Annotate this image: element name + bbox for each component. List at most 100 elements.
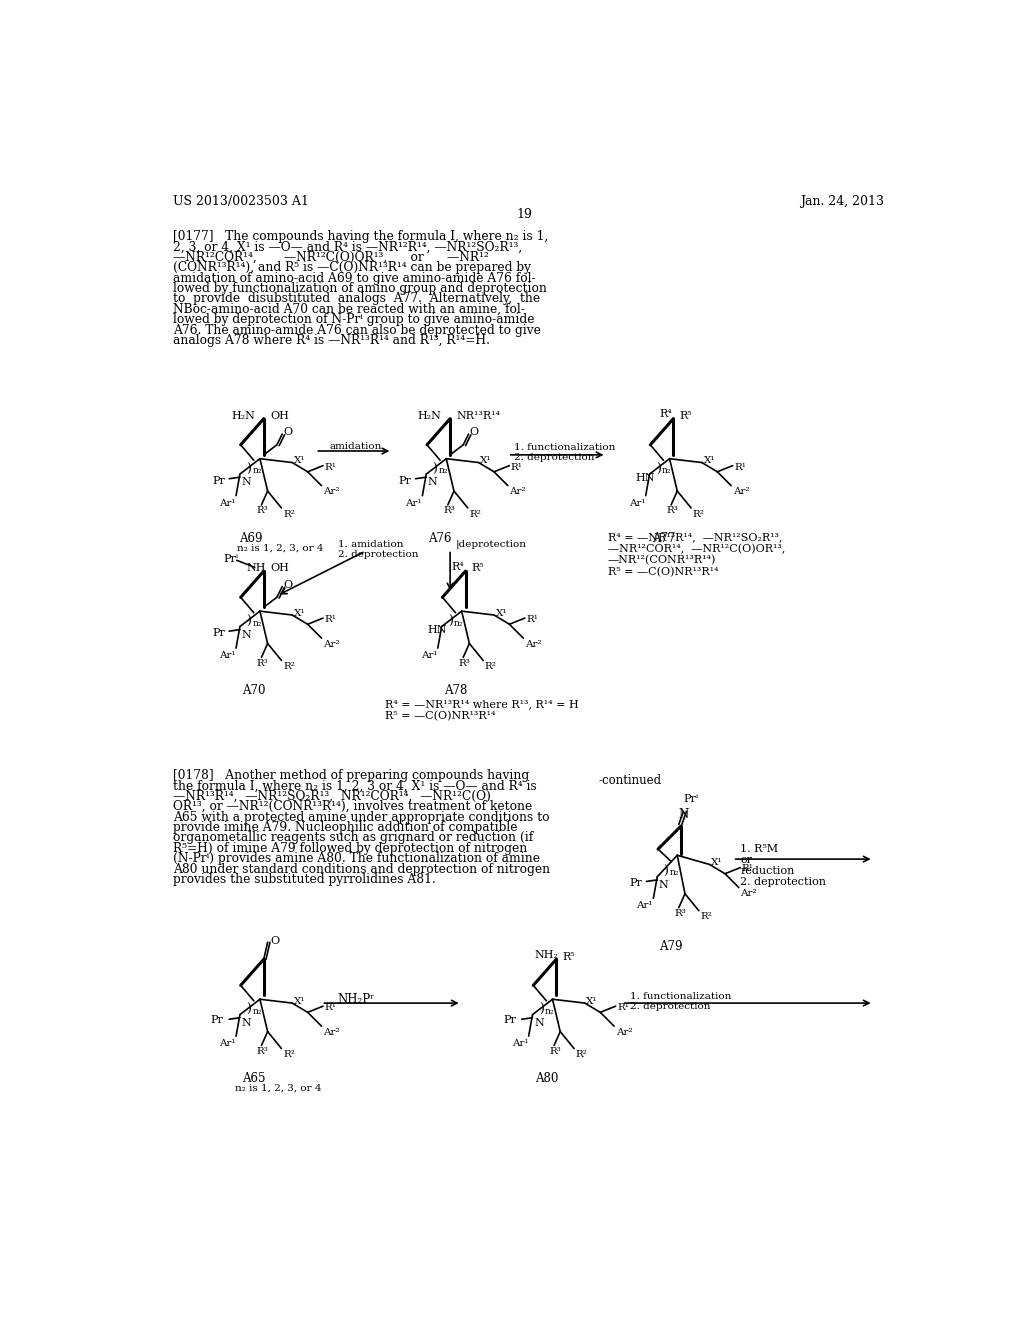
- Text: lowed by functionalization of amino group and deprotection: lowed by functionalization of amino grou…: [173, 282, 547, 294]
- Text: R⁴ = —NR¹³R¹⁴ where R¹³, R¹⁴ = H: R⁴ = —NR¹³R¹⁴ where R¹³, R¹⁴ = H: [385, 700, 579, 710]
- Text: 1. amidation: 1. amidation: [339, 540, 403, 549]
- Text: 2. deprotection: 2. deprotection: [339, 549, 419, 558]
- Text: ): ): [432, 462, 437, 475]
- Text: R⁴ = —NR¹³R¹⁴,  —NR¹²SO₂R¹³,: R⁴ = —NR¹³R¹⁴, —NR¹²SO₂R¹³,: [608, 532, 782, 541]
- Text: ): ): [246, 1003, 251, 1016]
- Text: N: N: [428, 478, 437, 487]
- Text: |deprotection: |deprotection: [456, 540, 526, 549]
- Text: Ar²: Ar²: [733, 487, 750, 496]
- Text: (N-Prⁱ) provides amine A80. The functionalization of amine: (N-Prⁱ) provides amine A80. The function…: [173, 853, 540, 865]
- Text: R¹: R¹: [617, 1003, 629, 1012]
- Text: R¹: R¹: [325, 462, 337, 471]
- Text: 2, 3, or 4, X¹ is —O— and R⁴ is —NR¹²R¹⁴, —NR¹²SO₂R¹³,: 2, 3, or 4, X¹ is —O— and R⁴ is —NR¹²R¹⁴…: [173, 240, 522, 253]
- Text: n₂: n₂: [438, 466, 449, 475]
- Text: n₂ is 1, 2, 3, or 4: n₂ is 1, 2, 3, or 4: [236, 1084, 322, 1093]
- Text: Pr: Pr: [398, 475, 412, 486]
- Text: n₂: n₂: [252, 1007, 262, 1016]
- Text: Pr: Pr: [630, 878, 642, 888]
- Text: ): ): [664, 865, 669, 878]
- Text: N: N: [658, 880, 669, 890]
- Text: A80 under standard conditions and deprotection of nitrogen: A80 under standard conditions and deprot…: [173, 862, 550, 875]
- Text: Ar¹: Ar¹: [219, 1039, 236, 1048]
- Text: Ar²: Ar²: [740, 890, 757, 898]
- Text: R¹: R¹: [734, 462, 746, 471]
- Text: H₂N: H₂N: [418, 411, 441, 421]
- Text: n₂ is 1, 2, 3, or 4: n₂ is 1, 2, 3, or 4: [237, 544, 324, 552]
- Text: HN: HN: [636, 473, 655, 483]
- Text: A79: A79: [659, 940, 683, 953]
- Text: A65 with a protected amine under appropriate conditions to: A65 with a protected amine under appropr…: [173, 810, 550, 824]
- Text: R³: R³: [550, 1047, 561, 1056]
- Text: N: N: [535, 1018, 544, 1028]
- Text: Prⁱ: Prⁱ: [683, 793, 698, 804]
- Text: Pr: Pr: [212, 628, 225, 638]
- Text: R²: R²: [283, 1051, 295, 1059]
- Text: R⁴: R⁴: [659, 409, 673, 420]
- Text: R³: R³: [257, 1047, 268, 1056]
- Text: provide imine A79. Nucleophilic addition of compatible: provide imine A79. Nucleophilic addition…: [173, 821, 517, 834]
- Text: A76. The amino-amide A76 can also be deprotected to give: A76. The amino-amide A76 can also be dep…: [173, 323, 541, 337]
- Text: —NR¹³R¹⁴,  —NR¹²SO₂R¹³,  NR¹²COR¹⁴,  —NR¹²C(O): —NR¹³R¹⁴, —NR¹²SO₂R¹³, NR¹²COR¹⁴, —NR¹²C…: [173, 789, 490, 803]
- Text: N: N: [242, 478, 251, 487]
- Text: Prⁱ: Prⁱ: [223, 554, 239, 564]
- Text: [0178]   Another method of preparing compounds having: [0178] Another method of preparing compo…: [173, 770, 529, 781]
- Text: R⁵=H) of imine A79 followed by deprotection of nitrogen: R⁵=H) of imine A79 followed by deprotect…: [173, 842, 527, 855]
- Text: 2. deprotection: 2. deprotection: [740, 876, 826, 887]
- Text: amidation: amidation: [330, 442, 382, 450]
- Text: lowed by deprotection of N-Prⁱ group to give amino-amide: lowed by deprotection of N-Prⁱ group to …: [173, 313, 535, 326]
- Text: R²: R²: [484, 663, 497, 671]
- Text: or: or: [740, 855, 753, 865]
- Text: R³: R³: [257, 659, 268, 668]
- Text: O: O: [270, 936, 280, 946]
- Text: N: N: [242, 630, 251, 640]
- Text: n₂: n₂: [252, 619, 262, 628]
- Text: ): ): [246, 615, 251, 628]
- Text: US 2013/0023503 A1: US 2013/0023503 A1: [173, 195, 309, 209]
- Text: R¹: R¹: [325, 1003, 337, 1012]
- Text: Ar¹: Ar¹: [629, 499, 645, 508]
- Text: n₂: n₂: [545, 1007, 554, 1016]
- Text: X¹: X¹: [294, 457, 305, 466]
- Text: NR¹³R¹⁴: NR¹³R¹⁴: [457, 411, 501, 421]
- Text: -continued: -continued: [599, 775, 662, 788]
- Text: R⁵: R⁵: [680, 411, 692, 421]
- Text: R²: R²: [469, 510, 481, 519]
- Text: NH₂: NH₂: [535, 950, 559, 960]
- Text: Ar²: Ar²: [615, 1028, 632, 1036]
- Text: 1. functionalization: 1. functionalization: [514, 444, 615, 453]
- Text: R³: R³: [674, 909, 686, 919]
- Text: analogs A78 where R⁴ is —NR¹³R¹⁴ and R¹³, R¹⁴=H.: analogs A78 where R⁴ is —NR¹³R¹⁴ and R¹³…: [173, 334, 489, 347]
- Text: R⁵ = —C(O)NR¹³R¹⁴: R⁵ = —C(O)NR¹³R¹⁴: [608, 566, 719, 577]
- Text: R⁵: R⁵: [562, 952, 575, 961]
- Text: Ar²: Ar²: [524, 640, 542, 648]
- Text: A77: A77: [651, 532, 675, 545]
- Text: X¹: X¹: [711, 858, 723, 867]
- Text: R¹: R¹: [325, 615, 337, 624]
- Text: —NR¹²COR¹⁴,  —NR¹²C(O)OR¹³,: —NR¹²COR¹⁴, —NR¹²C(O)OR¹³,: [608, 544, 785, 554]
- Text: O: O: [283, 428, 292, 437]
- Text: reduction: reduction: [740, 866, 795, 876]
- Text: Ar²: Ar²: [323, 640, 340, 648]
- Text: ): ): [539, 1003, 544, 1016]
- Text: R³: R³: [257, 507, 268, 515]
- Text: R⁴: R⁴: [452, 562, 465, 572]
- Text: Pr: Pr: [212, 475, 225, 486]
- Text: Pr: Pr: [211, 1015, 223, 1024]
- Text: R²: R²: [700, 912, 713, 921]
- Text: ): ): [655, 462, 660, 475]
- Text: R³: R³: [667, 507, 678, 515]
- Text: Ar¹: Ar¹: [637, 902, 653, 911]
- Text: H₂N: H₂N: [231, 411, 255, 421]
- Text: O: O: [283, 579, 292, 590]
- Text: OH: OH: [270, 564, 289, 573]
- Text: the formula I, where n₂ is 1, 2, 3 or 4, X¹ is —O— and R⁴ is: the formula I, where n₂ is 1, 2, 3 or 4,…: [173, 779, 537, 792]
- Text: n₂: n₂: [252, 466, 262, 475]
- Text: —NR¹²COR¹⁴,       —NR¹²C(O)OR¹³,      or      —NR¹²: —NR¹²COR¹⁴, —NR¹²C(O)OR¹³, or —NR¹²: [173, 251, 488, 264]
- Text: A78: A78: [443, 684, 467, 697]
- Text: 1. R⁵M: 1. R⁵M: [740, 843, 778, 854]
- Text: 19: 19: [517, 209, 532, 222]
- Text: 1. functionalization: 1. functionalization: [630, 991, 731, 1001]
- Text: Jan. 24, 2013: Jan. 24, 2013: [801, 195, 885, 209]
- Text: (CONR¹³R¹⁴), and R⁵ is —C(O)NR¹³R¹⁴ can be prepared by: (CONR¹³R¹⁴), and R⁵ is —C(O)NR¹³R¹⁴ can …: [173, 261, 530, 275]
- Text: NH: NH: [247, 564, 266, 573]
